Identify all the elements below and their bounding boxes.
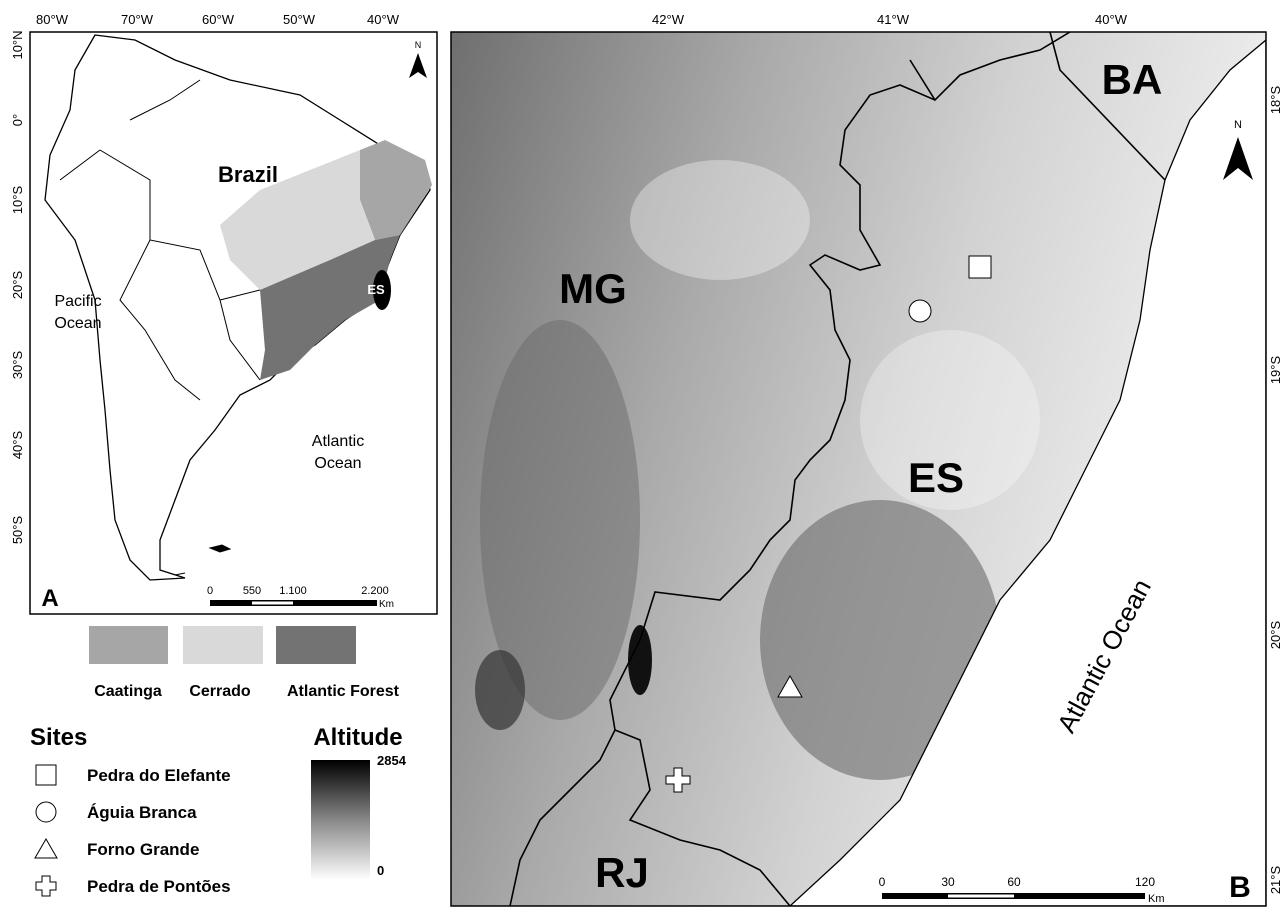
legend-swatch <box>183 626 263 664</box>
lon-label: 40°W <box>367 12 400 27</box>
scale-label: 120 <box>1135 875 1155 889</box>
ocean-label: Ocean <box>54 315 101 332</box>
state-label: ES <box>908 454 964 501</box>
site-symbol <box>36 802 56 822</box>
lon-label: 80°W <box>36 12 69 27</box>
north-label: N <box>415 40 422 50</box>
lat-label: 18°S <box>1268 86 1283 115</box>
lon-label: 42°W <box>652 12 685 27</box>
altitude-max: 2854 <box>377 753 407 768</box>
ocean-label: Ocean <box>314 455 361 472</box>
state-label: RJ <box>595 849 649 896</box>
site-marker <box>969 256 991 278</box>
lat-label: 19°S <box>1268 356 1283 385</box>
site-marker <box>909 300 931 322</box>
legend-label: Caatinga <box>94 683 162 700</box>
state-label: ES <box>367 282 385 297</box>
lat-label: 10°S <box>10 186 25 215</box>
relief <box>475 650 525 730</box>
altitude-title: Altitude <box>313 724 402 751</box>
page: body { margin: 0; background: #fff; font… <box>0 0 1287 909</box>
site-symbol <box>35 839 57 858</box>
relief <box>628 625 652 695</box>
panel-b-map <box>451 32 1266 906</box>
scale-unit: Km <box>379 599 394 610</box>
site-label: Pedra do Elefante <box>87 766 231 785</box>
legend-label: Atlantic Forest <box>287 683 400 700</box>
scale-bar <box>252 602 293 605</box>
scale-unit: Km <box>1148 893 1165 905</box>
country-label: Brazil <box>218 162 278 187</box>
legend-swatch <box>276 626 356 664</box>
scale-label: 0 <box>207 585 213 597</box>
site-label: Pedra de Pontões <box>87 877 231 896</box>
body: { "panel_a": { "label": "A", "lon_labels… <box>0 0 1287 909</box>
lon-label: 50°W <box>283 12 316 27</box>
ocean-label: Pacific <box>54 293 101 310</box>
site-symbol <box>36 765 56 785</box>
scale-label: 60 <box>1007 875 1021 889</box>
lat-label: 20°S <box>1268 621 1283 650</box>
scale-bar-a <box>210 600 377 606</box>
lon-label: 60°W <box>202 12 235 27</box>
state-label: BA <box>1102 56 1163 103</box>
lat-label: 0° <box>10 114 25 126</box>
site-symbol <box>36 876 56 896</box>
relief <box>630 160 810 280</box>
figure: Brazil Pacific Ocean Atlantic Ocean ES N… <box>0 0 1287 909</box>
lon-label: 40°W <box>1095 12 1128 27</box>
site-label: Águia Branca <box>87 803 197 822</box>
altitude-min: 0 <box>377 863 384 878</box>
scale-label: 2.200 <box>361 585 389 597</box>
lat-label: 50°S <box>10 516 25 545</box>
ocean-label: Atlantic <box>312 433 364 450</box>
north-label: N <box>1234 119 1242 131</box>
sites-title: Sites <box>30 724 87 751</box>
scale-bar <box>948 895 1014 898</box>
altitude-ramp <box>311 760 370 880</box>
state-label: MG <box>559 265 627 312</box>
panel-label: A <box>41 585 58 612</box>
lat-label: 20°S <box>10 271 25 300</box>
legend-swatch <box>89 626 168 664</box>
lon-label: 70°W <box>121 12 154 27</box>
scale-label: 0 <box>879 875 886 889</box>
scale-label: 30 <box>941 875 955 889</box>
lat-label: 10°N <box>10 30 25 59</box>
lat-label: 40°S <box>10 431 25 460</box>
lon-label: 41°W <box>877 12 910 27</box>
lat-label: 21°S <box>1268 866 1283 895</box>
scale-label: 1.100 <box>279 585 307 597</box>
site-label: Forno Grande <box>87 840 199 859</box>
lat-label: 30°S <box>10 351 25 380</box>
scale-bar <box>210 600 377 606</box>
panel-label: B <box>1229 871 1251 904</box>
scale-label: 550 <box>243 585 261 597</box>
legend-label: Cerrado <box>189 683 251 700</box>
